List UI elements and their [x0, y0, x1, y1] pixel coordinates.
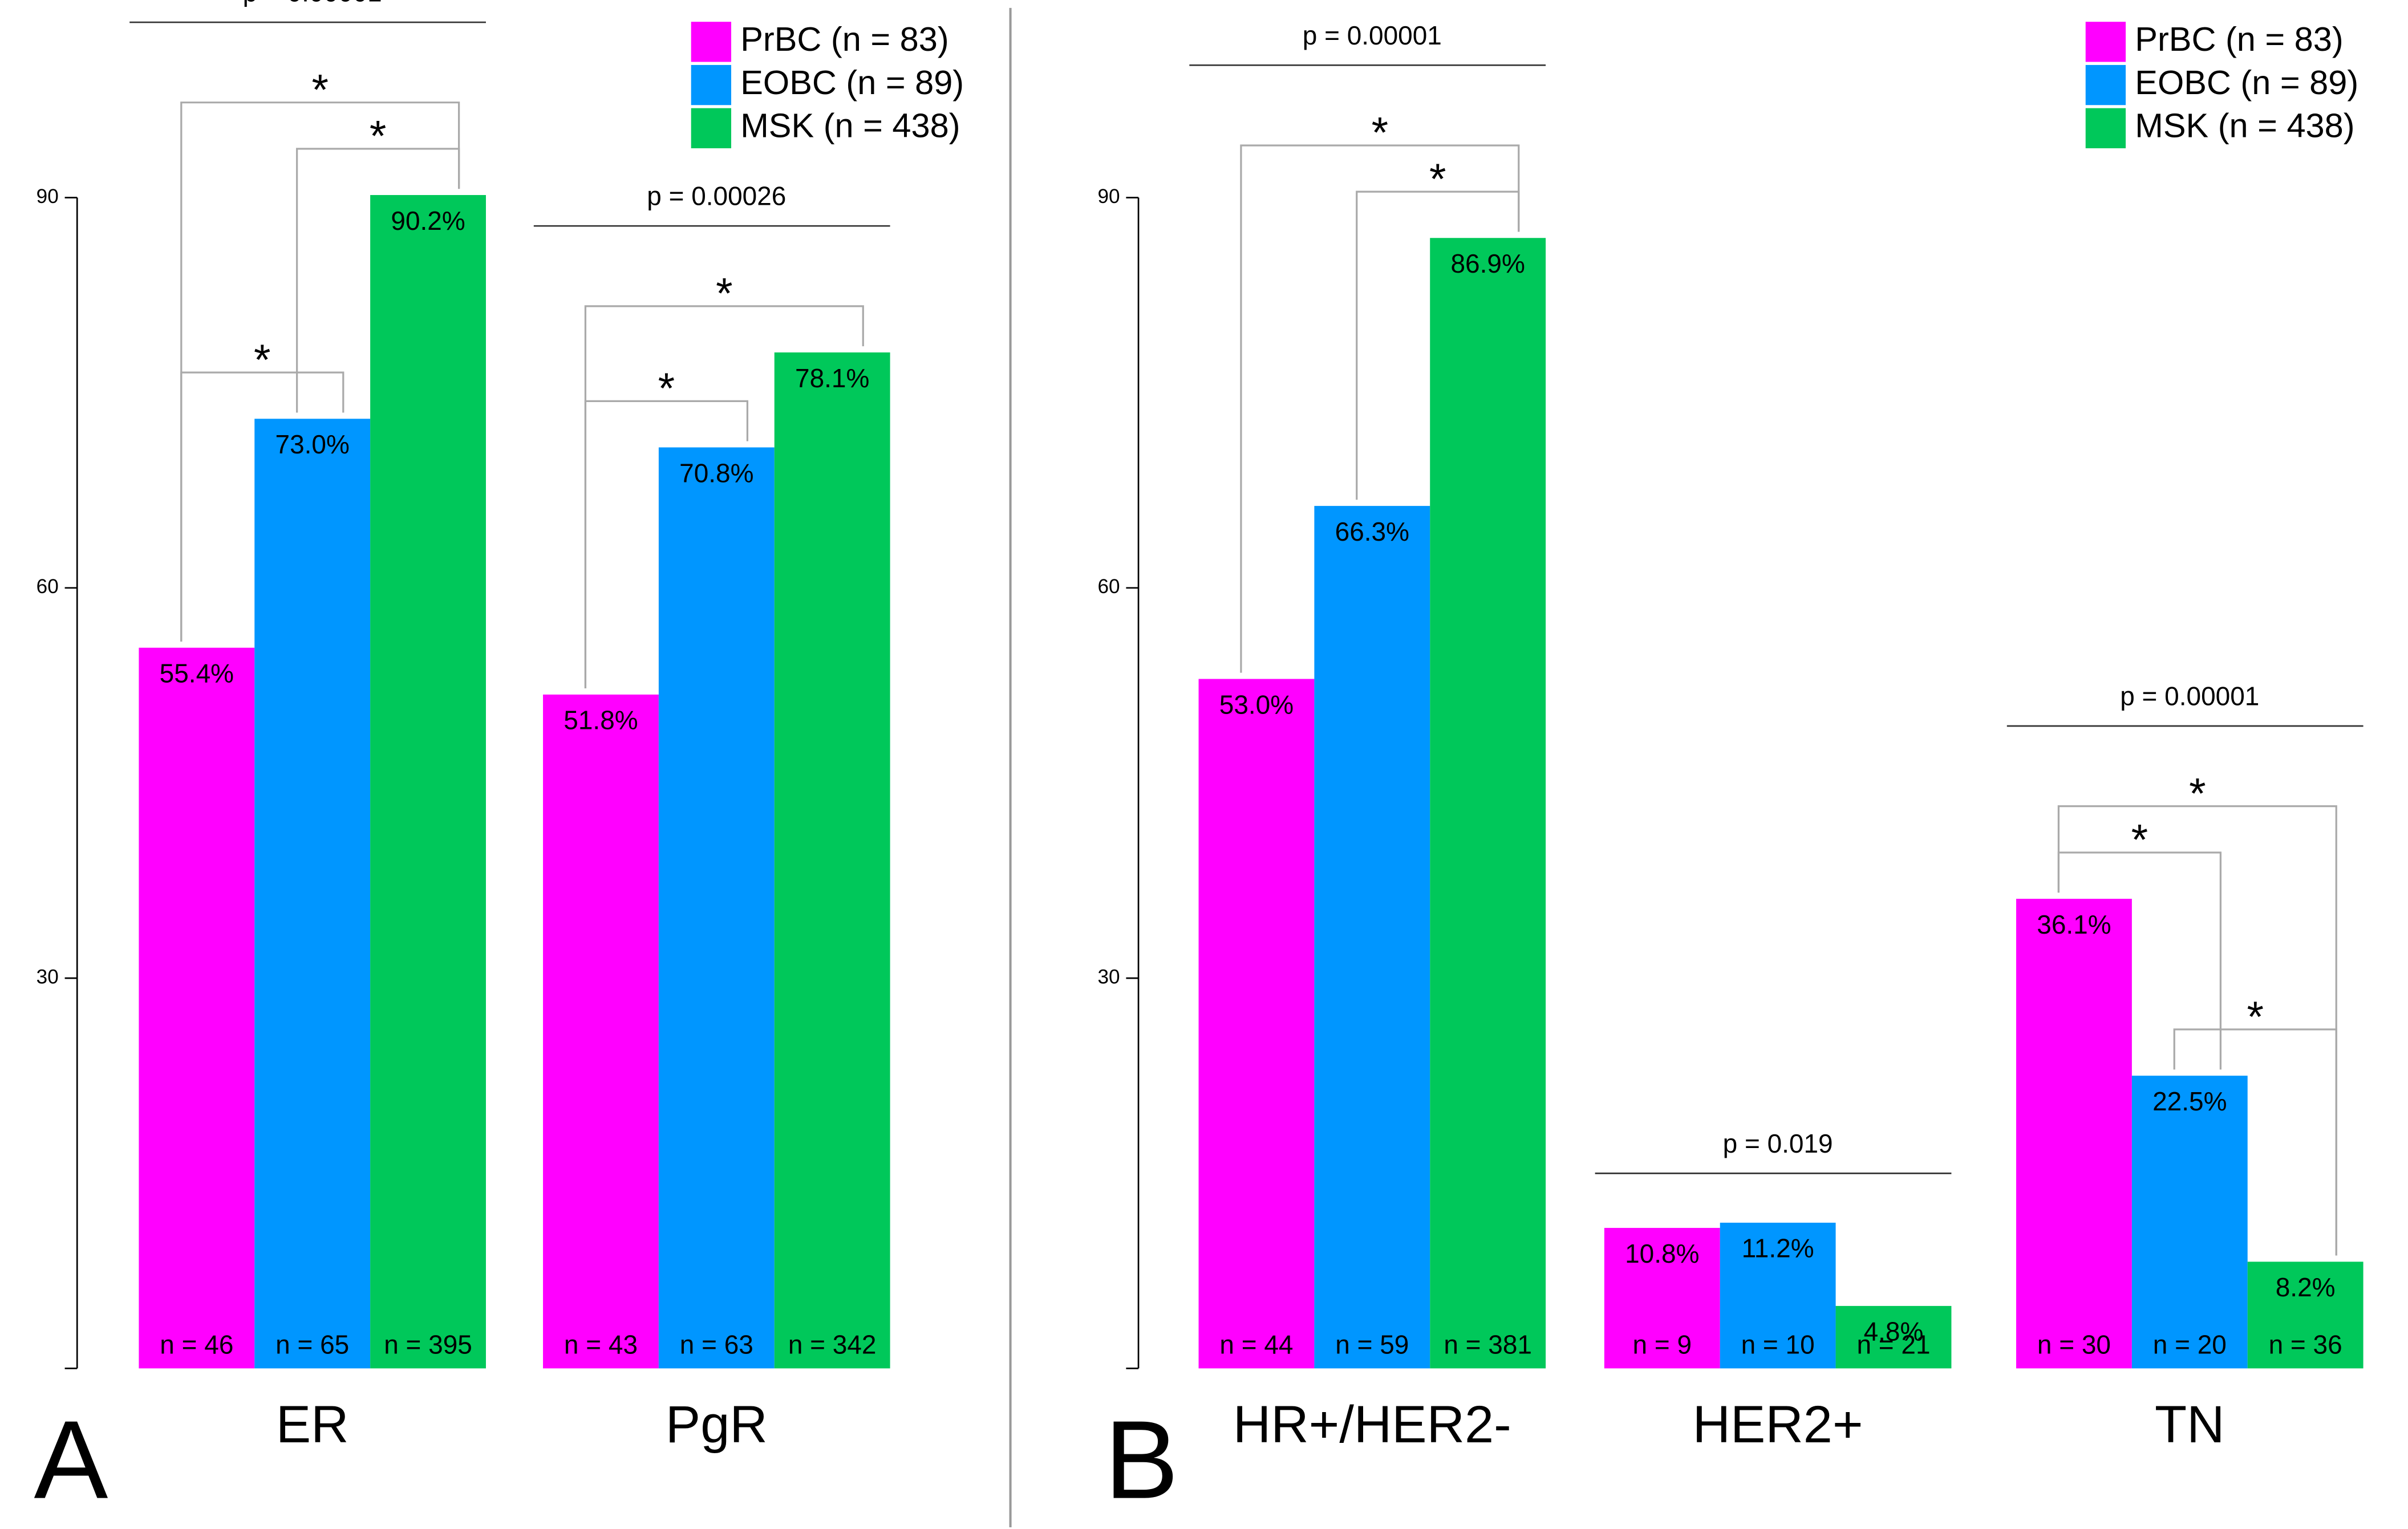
value-label: 4.8% — [1864, 1317, 1924, 1347]
legend-label: EOBC (n = 89) — [740, 63, 964, 102]
y-tick-label: 30 — [1097, 966, 1120, 988]
significance-star: * — [1429, 155, 1446, 204]
legend-swatch — [691, 64, 732, 106]
bar — [1314, 506, 1430, 1369]
significance-star: * — [2247, 993, 2264, 1041]
y-tick-label: 90 — [37, 185, 59, 208]
value-label: 55.4% — [160, 659, 234, 688]
value-label: 53.0% — [1219, 690, 1294, 719]
x-tick-label: HER2+ — [1693, 1396, 1863, 1454]
legend-label: PrBC (n = 83) — [2135, 20, 2343, 58]
significance-star: * — [1372, 109, 1388, 157]
p-value: p = 0.019 — [1723, 1129, 1833, 1158]
n-label: n = 30 — [2037, 1330, 2111, 1360]
n-label: n = 395 — [384, 1330, 472, 1360]
n-label: n = 46 — [160, 1330, 233, 1360]
y-tick-label: 30 — [37, 966, 59, 988]
y-tick-label: 60 — [1097, 575, 1120, 598]
y-tick-label: 90 — [1097, 185, 1120, 208]
n-label: n = 44 — [1219, 1330, 1293, 1360]
significance-star: * — [254, 336, 270, 384]
x-tick-label: PgR — [666, 1396, 768, 1454]
bar — [543, 694, 659, 1369]
n-label: n = 59 — [1335, 1330, 1409, 1360]
significance-star: * — [370, 112, 386, 161]
p-value: p = 0.00001 — [2120, 681, 2259, 711]
legend-swatch — [2085, 22, 2126, 62]
value-label: 22.5% — [2152, 1086, 2227, 1116]
significance-star: * — [716, 270, 732, 318]
x-tick-label: HR+/HER2- — [1233, 1396, 1511, 1454]
value-label: 78.1% — [795, 363, 869, 393]
n-label: n = 63 — [680, 1330, 753, 1360]
p-value: p = 0.00026 — [647, 181, 786, 211]
bar — [658, 447, 775, 1369]
legend-label: PrBC (n = 83) — [740, 20, 948, 58]
n-label: n = 36 — [2269, 1330, 2342, 1360]
bar — [254, 419, 371, 1369]
value-label: 10.8% — [1625, 1239, 1699, 1268]
significance-star: * — [658, 364, 675, 413]
value-label: 86.9% — [1450, 249, 1525, 278]
significance-star: * — [2189, 769, 2206, 818]
value-label: 11.2% — [1742, 1234, 1814, 1263]
bar — [1720, 1222, 1836, 1369]
p-value: p = 0.00001 — [243, 0, 382, 7]
significance-star: * — [2131, 816, 2148, 865]
bar — [2247, 1262, 2364, 1369]
legend-label: MSK (n = 438) — [740, 107, 960, 145]
x-tick-label: TN — [2155, 1396, 2225, 1454]
n-label: n = 381 — [1444, 1330, 1532, 1360]
y-tick-label: 60 — [37, 575, 59, 598]
significance-star: * — [311, 66, 328, 114]
x-tick-label: ER — [276, 1396, 349, 1454]
n-label: n = 21 — [1856, 1330, 1930, 1360]
n-label: n = 20 — [2153, 1330, 2227, 1360]
significance-bracket — [2057, 805, 2337, 1256]
legend-swatch — [2085, 108, 2126, 148]
panel-letter: A — [34, 1398, 108, 1522]
legend-label: MSK (n = 438) — [2135, 107, 2354, 145]
value-label: 36.1% — [2037, 910, 2111, 939]
significance-bracket — [1240, 144, 1520, 673]
p-value: p = 0.00001 — [1303, 21, 1442, 50]
bar — [2131, 1076, 2248, 1369]
bar — [139, 647, 255, 1369]
panel-letter: B — [1105, 1398, 1179, 1522]
legend-swatch — [2085, 64, 2126, 106]
value-label: 90.2% — [391, 206, 465, 236]
bar — [1835, 1305, 1952, 1369]
value-label: 70.8% — [679, 458, 753, 488]
n-label: n = 342 — [788, 1330, 877, 1360]
value-label: 51.8% — [564, 705, 638, 735]
value-label: 73.0% — [275, 429, 350, 459]
value-label: 66.3% — [1335, 517, 1409, 546]
legend-swatch — [691, 22, 732, 62]
n-label: n = 65 — [275, 1330, 349, 1360]
n-label: n = 9 — [1633, 1330, 1692, 1360]
bar — [1604, 1228, 1720, 1369]
legend-label: EOBC (n = 89) — [2135, 63, 2358, 102]
bar — [1430, 238, 1546, 1369]
n-label: n = 43 — [564, 1330, 638, 1360]
bar — [1198, 679, 1315, 1369]
bar — [370, 194, 486, 1369]
legend-swatch — [691, 108, 732, 148]
significance-bracket — [584, 305, 864, 689]
significance-bracket — [180, 102, 460, 642]
n-label: n = 10 — [1741, 1330, 1815, 1360]
bar — [774, 352, 890, 1369]
value-label: 8.2% — [2276, 1272, 2336, 1302]
bar — [2016, 898, 2132, 1369]
